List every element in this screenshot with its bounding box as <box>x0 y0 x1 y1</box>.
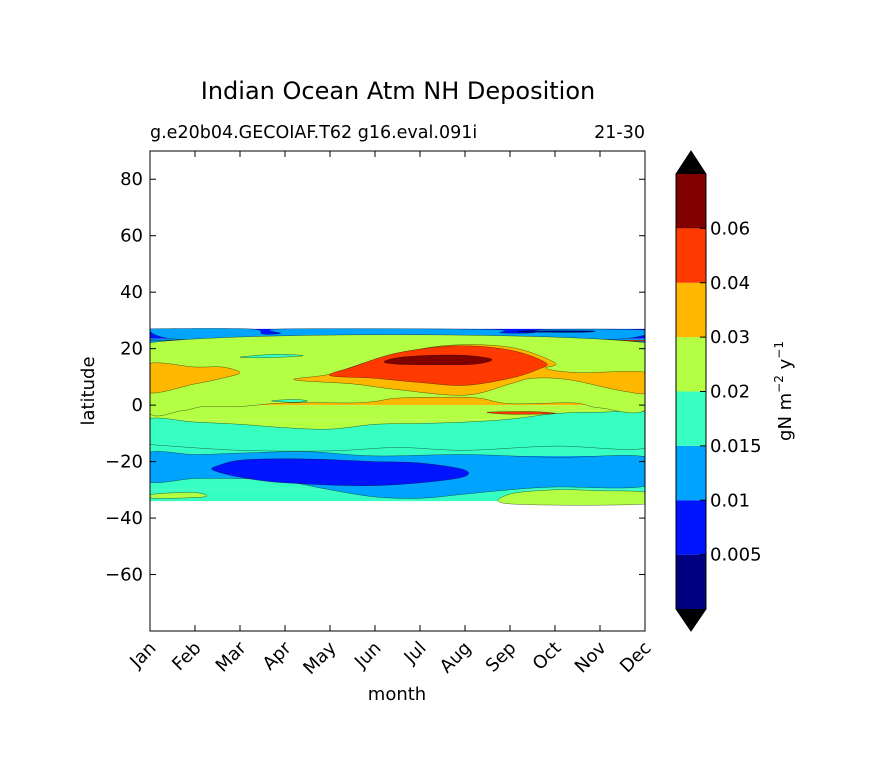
y-tick-label: −60 <box>105 565 143 586</box>
colorbar-segment-3 <box>676 391 706 446</box>
colorbar-label: gN m−2 y−1 <box>772 341 796 441</box>
colorbar-segment-6 <box>676 228 706 283</box>
colorbar-tick-label: 0.02 <box>710 382 750 403</box>
y-tick-label: 20 <box>120 339 143 360</box>
y-axis: 80 60 40 20 0 −20 −40 −60 <box>105 169 645 586</box>
chart-subtitle-left: g.e20b04.GECOIAF.T62 g16.eval.091i <box>150 123 477 143</box>
y-tick-label: 0 <box>132 395 143 416</box>
contour-region-15 <box>486 411 556 415</box>
contour-region-11 <box>497 489 645 506</box>
colorbar-segment-2 <box>676 445 706 501</box>
x-tick-label: Oct <box>529 638 566 675</box>
x-tick-label: Dec <box>616 638 655 677</box>
contour-region-13 <box>271 399 308 403</box>
colorbar-tick-label: 0.06 <box>710 218 750 239</box>
y-tick-label: 80 <box>120 169 143 190</box>
band-9 <box>150 444 645 456</box>
colorbar-tick-label: 0.015 <box>710 436 762 457</box>
x-tick-label: Feb <box>168 638 205 675</box>
colorbar: 0.005 0.01 0.015 0.02 0.03 0.04 0.06 <box>675 150 762 632</box>
x-tick-label: Jun <box>350 638 385 673</box>
colorbar-label-exp2: −1 <box>772 341 786 359</box>
colorbar-segment-1 <box>676 500 706 555</box>
contour-region-7 <box>329 345 548 386</box>
colorbar-tick-label: 0.01 <box>710 490 750 511</box>
x-tick-label: Jan <box>125 638 160 673</box>
x-tick-label: Nov <box>571 637 611 677</box>
colorbar-tick-label: 0.04 <box>710 273 750 294</box>
colorbar-label-exp1: −2 <box>772 375 786 393</box>
contour-region-14 <box>239 354 304 359</box>
x-tick-label: Sep <box>482 638 521 677</box>
y-tick-label: 60 <box>120 226 143 247</box>
x-tick-label: Mar <box>212 637 251 676</box>
x-axis-label: month <box>368 684 426 705</box>
colorbar-extend-top <box>676 151 706 174</box>
plot-area <box>150 151 645 631</box>
chart-subtitle-right: 21-30 <box>594 123 645 143</box>
contour-region-10 <box>211 458 469 486</box>
x-tick-label: Apr <box>259 637 296 674</box>
contour-region-2 <box>517 330 596 333</box>
colorbar-segment-5 <box>676 282 706 338</box>
y-tick-label: 40 <box>120 282 143 303</box>
colorbar-segment-4 <box>676 337 706 392</box>
colorbar-tick-label: 0.005 <box>710 545 762 566</box>
contour-region-8 <box>383 354 493 366</box>
colorbar-tick-label: 0.03 <box>710 327 750 348</box>
y-tick-label: −20 <box>105 452 143 473</box>
colorbar-outline <box>675 150 707 632</box>
colorbar-label-base: gN m <box>775 393 796 441</box>
colorbar-segment-0 <box>676 554 706 609</box>
x-tick-label: Jul <box>400 638 431 669</box>
colorbar-extend-bottom <box>676 609 706 631</box>
x-tick-label: Aug <box>436 638 476 678</box>
plot-frame <box>149 150 646 632</box>
y-axis-label: latitude <box>78 356 99 425</box>
colorbar-label-mid: y <box>775 358 796 375</box>
contour-region-12 <box>150 492 207 499</box>
x-tick-label: May <box>299 637 340 678</box>
band-6 <box>150 405 645 420</box>
chart-title: Indian Ocean Atm NH Deposition <box>201 77 596 105</box>
y-tick-label: −40 <box>105 508 143 529</box>
colorbar-segment-7 <box>676 174 706 229</box>
